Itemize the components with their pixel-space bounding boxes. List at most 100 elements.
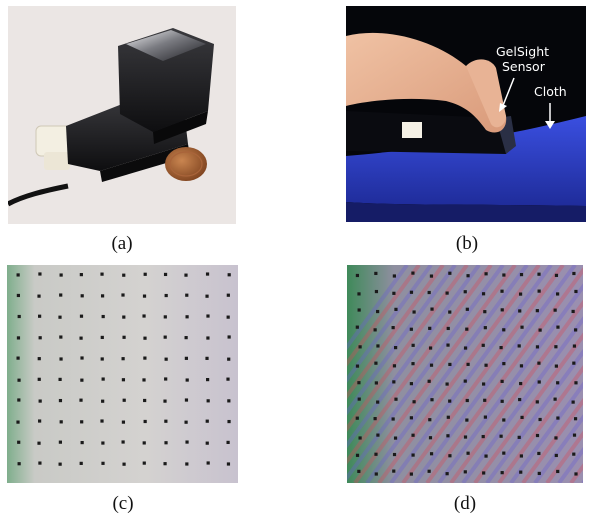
marker-dot (519, 381, 523, 386)
cloth-texture-stripe (377, 265, 541, 483)
marker-dot (445, 382, 449, 386)
marker-dot (37, 377, 41, 381)
marker-dot (164, 357, 168, 361)
cloth-texture-stripe (533, 414, 583, 483)
cloth-texture-stripe (509, 381, 583, 483)
marker-dot (227, 357, 231, 361)
marker-dot (355, 416, 359, 420)
marker-dot (445, 291, 449, 295)
marker-dot (143, 356, 147, 360)
cloth-texture-stripe (347, 265, 505, 481)
cloth-texture-stripe (401, 265, 565, 483)
marker-dot (206, 399, 210, 403)
marker-dot (500, 471, 504, 475)
marker-dot (482, 471, 486, 475)
annotation-sensor-line1: GelSight (496, 44, 550, 59)
marker-dot (205, 356, 209, 360)
marker-dot (101, 461, 105, 465)
marker-dot (374, 452, 378, 456)
marker-dot (409, 472, 413, 476)
marker-dot (185, 315, 189, 319)
marker-dot (502, 273, 506, 277)
marker-dot (100, 419, 104, 423)
marker-dot (483, 398, 487, 402)
marker-dot (101, 399, 105, 403)
marker-dot (59, 335, 63, 339)
marker-dot (537, 380, 541, 384)
marker-dot (535, 433, 540, 438)
marker-dot (392, 364, 397, 368)
marker-dot (100, 294, 105, 298)
marker-dot (554, 453, 558, 458)
marker-dot (143, 398, 147, 403)
marker-dot (58, 377, 62, 381)
marker-dot (184, 336, 188, 340)
marker-dot (428, 326, 432, 330)
marker-dot (58, 440, 62, 444)
marker-dot (535, 345, 540, 349)
marker-dot (376, 344, 380, 348)
marker-dot (411, 343, 415, 347)
marker-dot (38, 419, 42, 423)
marker-dot (483, 415, 487, 419)
marker-dot (412, 400, 416, 404)
annotation-gelsight-sensor: GelSight Sensor (496, 44, 549, 74)
marker-dot (59, 293, 63, 297)
marker-dot (465, 307, 469, 311)
marker-dot (226, 377, 230, 381)
marker-dot (538, 417, 542, 422)
marker-dot (466, 274, 470, 278)
marker-dot (554, 364, 558, 368)
marker-dot (446, 343, 450, 347)
marker-dot (409, 416, 413, 420)
marker-dot (16, 356, 20, 360)
marker-dot (572, 271, 576, 276)
marker-dot (37, 357, 41, 361)
tactile-image-cloth-contact (347, 265, 583, 483)
marker-dot (374, 381, 378, 385)
marker-dot (411, 271, 415, 275)
marker-dot (573, 417, 578, 421)
marker-dot (374, 472, 378, 476)
cloth-texture-stripe (347, 265, 457, 416)
marker-dot (519, 272, 524, 277)
marker-dot (205, 272, 210, 276)
marker-dot (38, 272, 42, 276)
marker-dot (481, 343, 485, 347)
marker-dot (80, 294, 84, 298)
marker-dot (163, 272, 168, 277)
cloth-texture-image (347, 265, 583, 483)
cloth-texture-stripe (497, 365, 583, 483)
marker-dot (393, 436, 398, 440)
cloth-texture-stripe (353, 265, 517, 483)
marker-dot (143, 336, 147, 340)
marker-dot (518, 397, 522, 402)
cloth-texture-stripe (347, 265, 469, 432)
cloth-texture-stripe (473, 332, 583, 483)
marker-dot (355, 273, 360, 278)
marker-dot (226, 315, 230, 319)
marker-dot (537, 289, 541, 293)
marker-dot (373, 417, 377, 421)
marker-dot (226, 440, 230, 445)
marker-dot (358, 436, 362, 440)
marker-dot (143, 419, 147, 424)
marker-dot (502, 362, 506, 366)
marker-dot (58, 462, 62, 466)
marker-dot (121, 378, 126, 382)
cloth-texture-stripe (545, 430, 583, 483)
marker-dot (446, 415, 450, 419)
marker-dot (185, 462, 189, 466)
marker-dot (58, 315, 62, 319)
photo-sensor-on-cloth: GelSight Sensor Cloth (346, 6, 586, 222)
marker-dot (374, 361, 378, 365)
marker-dot (38, 336, 42, 340)
cloth-texture-stripe (461, 316, 583, 483)
marker-dot (357, 397, 361, 401)
marker-dot (184, 273, 188, 277)
marker-dot (445, 472, 449, 476)
marker-dot (463, 379, 467, 383)
caption-d: (d) (453, 493, 477, 514)
marker-dot (448, 362, 452, 367)
marker-dot (572, 433, 577, 437)
